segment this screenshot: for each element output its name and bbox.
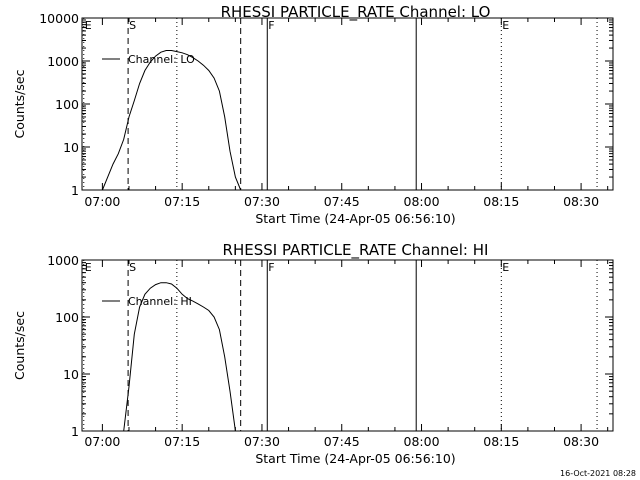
x-tick-label: 08:00	[404, 194, 440, 209]
y-tick-label: 1	[71, 424, 79, 439]
y-axis-label: Counts/sec	[12, 69, 27, 138]
x-tick-label: 08:15	[483, 434, 519, 449]
event-marker-label: E	[502, 261, 509, 274]
plot-frame	[81, 17, 614, 191]
series-line	[123, 282, 236, 432]
x-tick-label: 07:00	[84, 434, 120, 449]
x-tick-label: 07:15	[164, 194, 200, 209]
lo-channel-panel: RHESSI PARTICLE_RATE Channel: LO Counts/s…	[12, 3, 614, 226]
y-tick-label: 100	[55, 97, 79, 112]
x-tick-label: 08:00	[404, 434, 440, 449]
x-tick-label: 07:45	[324, 434, 360, 449]
y-tick-label: 1000	[47, 54, 79, 69]
x-axis-label: Start Time (24-Apr-05 06:56:10)	[255, 211, 455, 226]
x-tick-label: 07:30	[244, 434, 280, 449]
event-marker-label: F	[268, 261, 274, 274]
event-marker-label: E	[85, 261, 92, 274]
x-tick-label: 07:00	[84, 194, 120, 209]
x-tick-label: 08:30	[563, 194, 599, 209]
y-tick-label: 1000	[47, 253, 79, 268]
event-marker-label: S	[129, 261, 136, 274]
chart-title: RHESSI PARTICLE_RATE Channel: LO	[221, 3, 491, 22]
series-line	[101, 50, 242, 191]
y-tick-label: 1	[71, 183, 79, 198]
y-tick-label: 100	[55, 310, 79, 325]
x-tick-label: 07:45	[324, 194, 360, 209]
plot-frame	[81, 259, 614, 432]
legend-label: Channel: LO	[128, 53, 195, 66]
event-marker-label: E	[85, 19, 92, 32]
legend-label: Channel: HI	[128, 295, 192, 308]
x-axis-label: Start Time (24-Apr-05 06:56:10)	[255, 451, 455, 466]
event-marker-label: S	[129, 19, 136, 32]
hi-channel-panel: RHESSI PARTICLE_RATE Channel: HI Counts/s…	[12, 241, 614, 466]
x-tick-label: 08:30	[563, 434, 599, 449]
footer-timestamp: 16-Oct-2021 08:28	[560, 469, 636, 478]
y-tick-label: 10	[63, 140, 79, 155]
event-marker-label: E	[502, 19, 509, 32]
x-tick-label: 08:15	[483, 194, 519, 209]
x-tick-label: 07:15	[164, 434, 200, 449]
chart-title: RHESSI PARTICLE_RATE Channel: HI	[223, 241, 489, 260]
y-axis-label: Counts/sec	[12, 311, 27, 380]
y-tick-label: 10	[63, 367, 79, 382]
event-marker-label: F	[268, 19, 274, 32]
x-tick-label: 07:30	[244, 194, 280, 209]
y-tick-label: 10000	[39, 11, 79, 26]
